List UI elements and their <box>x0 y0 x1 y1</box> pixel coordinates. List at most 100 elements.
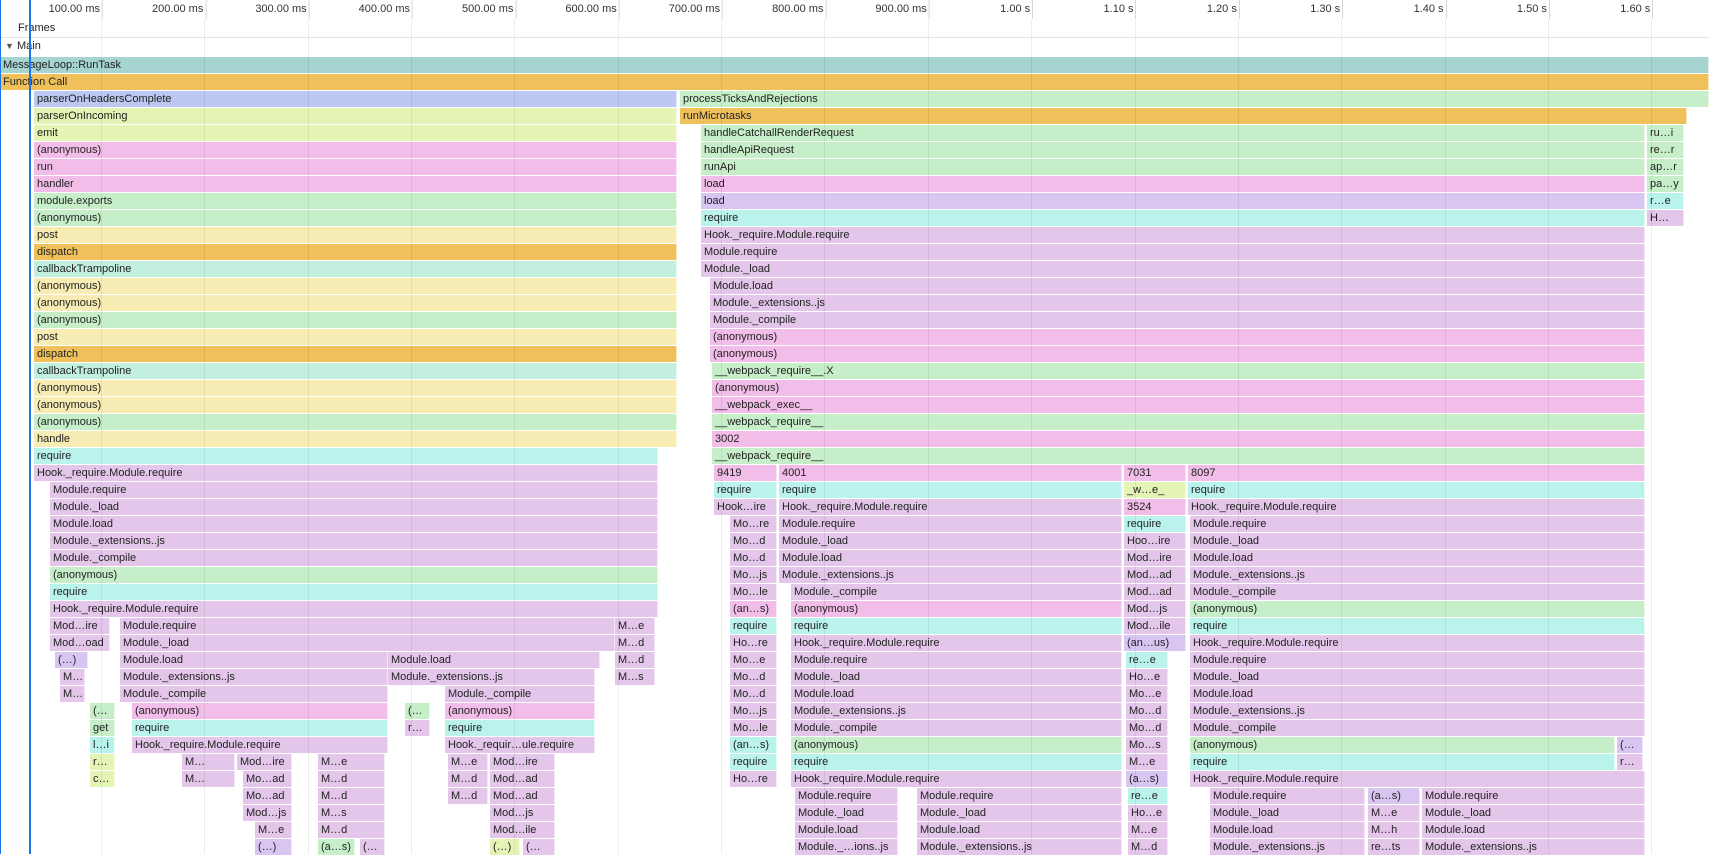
flame-bar[interactable]: Mo…ad <box>243 788 292 804</box>
flame-bar[interactable]: Mod…ad <box>1124 567 1186 583</box>
flame-bar[interactable]: require <box>132 720 388 736</box>
flame-bar[interactable]: r… <box>1617 754 1643 770</box>
flame-chart[interactable]: MessageLoop::RunTask Function Call parserO… <box>0 57 1709 855</box>
flame-bar[interactable]: Module.require <box>701 244 1645 260</box>
flame-bar[interactable]: __webpack_require__ <box>712 414 1645 430</box>
flame-bar[interactable]: Module._compile <box>50 550 658 566</box>
flame-bar[interactable]: (anonymous) <box>132 703 388 719</box>
flame-bar[interactable]: (anonymous) <box>710 329 1645 345</box>
flame-bar[interactable]: require <box>714 482 777 498</box>
flame-bar[interactable]: Module.load <box>120 652 388 668</box>
flame-bar[interactable]: require <box>791 618 1122 634</box>
flame-bar[interactable]: (anonymous) <box>445 703 595 719</box>
flame-bar[interactable]: handler <box>34 176 677 192</box>
flame-bar[interactable]: re…r <box>1647 142 1684 158</box>
flame-bar[interactable]: require <box>730 754 777 770</box>
flame-bar[interactable]: Module.require <box>1190 516 1645 532</box>
flame-bar[interactable]: (anonymous) <box>1190 737 1615 753</box>
flame-bar[interactable]: (a…s) <box>1368 788 1420 804</box>
flame-bar[interactable]: Module._load <box>701 261 1645 277</box>
flame-bar[interactable]: Mo…e <box>730 652 777 668</box>
flame-bar[interactable]: Module.require <box>1422 788 1645 804</box>
flame-bar[interactable]: Hook._require.Module.require <box>791 635 1122 651</box>
flame-bar[interactable]: Hook._require.Module.require <box>132 737 388 753</box>
flame-bar[interactable]: Module._load <box>779 533 1122 549</box>
flame-bar[interactable]: Module._load <box>795 805 898 821</box>
flame-bar[interactable]: require <box>1124 516 1186 532</box>
flame-bar[interactable]: post <box>34 329 677 345</box>
flame-bar[interactable]: M… <box>60 686 85 702</box>
flame-bar[interactable]: r… <box>405 720 430 736</box>
flame-bar[interactable]: M…s <box>318 805 385 821</box>
flame-bar[interactable]: Module._load <box>1190 669 1645 685</box>
flame-bar[interactable]: 7031 <box>1124 465 1186 481</box>
flame-bar[interactable]: Module.load <box>795 822 898 838</box>
flame-bar[interactable]: Module.require <box>120 618 615 634</box>
flame-bar[interactable]: M…h <box>1368 822 1420 838</box>
flame-bar[interactable]: Mod…js <box>243 805 292 821</box>
flame-bar[interactable]: MessageLoop::RunTask <box>0 57 1709 73</box>
flame-bar[interactable]: Hook._requir…ule.require <box>445 737 595 753</box>
flame-bar[interactable]: 9419 <box>714 465 777 481</box>
flame-bar[interactable]: (… <box>523 839 555 855</box>
flame-bar[interactable]: Hook._require.Module.require <box>1188 499 1645 515</box>
flame-bar[interactable]: Mo…re <box>730 516 777 532</box>
flame-bar[interactable]: (anonymous) <box>34 397 677 413</box>
flame-bar[interactable]: Module._compile <box>1190 584 1645 600</box>
flame-bar[interactable]: H… <box>1647 210 1684 226</box>
flame-bar[interactable]: (anonymous) <box>34 278 677 294</box>
flame-bar[interactable]: r… <box>90 754 115 770</box>
flame-bar[interactable]: M…e <box>448 754 488 770</box>
flame-bar[interactable]: Module.require <box>50 482 658 498</box>
flame-bar[interactable]: Module._load <box>120 635 615 651</box>
flame-bar[interactable]: (anonymous) <box>34 295 677 311</box>
flame-bar[interactable]: Mod…ile <box>490 822 555 838</box>
flame-bar[interactable]: M…d <box>615 652 655 668</box>
flame-bar[interactable]: M…d <box>448 788 488 804</box>
flame-bar[interactable]: dispatch <box>34 346 677 362</box>
flame-bar[interactable]: handle <box>34 431 677 447</box>
flame-bar[interactable]: Hook…ire <box>714 499 777 515</box>
flame-bar[interactable]: Function Call <box>0 74 1709 90</box>
flame-bar[interactable]: (anonymous) <box>791 601 1122 617</box>
flame-bar[interactable]: Mod…ad <box>490 771 555 787</box>
flame-bar[interactable]: Hook._require.Module.require <box>791 771 1122 787</box>
flame-bar[interactable]: Module.require <box>917 788 1122 804</box>
flame-bar[interactable]: Mo…d <box>730 686 777 702</box>
flame-bar[interactable]: M…d <box>318 822 385 838</box>
flame-bar[interactable]: (… <box>90 703 115 719</box>
flame-bar[interactable]: Hook._require.Module.require <box>779 499 1122 515</box>
flame-bar[interactable]: require <box>779 482 1122 498</box>
flame-bar[interactable]: (a…s) <box>318 839 355 855</box>
flame-bar[interactable]: Module.load <box>917 822 1122 838</box>
flame-bar[interactable]: M… <box>60 669 85 685</box>
flame-bar[interactable]: Module.require <box>1210 788 1365 804</box>
flame-bar[interactable]: M…d <box>318 771 385 787</box>
flame-bar[interactable]: Module.require <box>1190 652 1645 668</box>
flame-bar[interactable]: Hoo…ire <box>1124 533 1186 549</box>
flame-bar[interactable]: require <box>34 448 658 464</box>
flame-bar[interactable]: Module._extensions..js <box>1190 703 1645 719</box>
flame-bar[interactable]: M…d <box>1128 839 1168 855</box>
flame-bar[interactable]: re…e <box>1126 652 1168 668</box>
flame-bar[interactable]: Hook._require.Module.require <box>1190 771 1645 787</box>
flame-bar[interactable]: l…i <box>90 737 115 753</box>
flame-bar[interactable]: __webpack_exec__ <box>712 397 1645 413</box>
flame-bar[interactable]: (an…us) <box>1124 635 1186 651</box>
flame-bar[interactable]: __webpack_require__ <box>712 448 1645 464</box>
flame-bar[interactable]: Mo…le <box>730 720 777 736</box>
flame-bar[interactable]: Module._…ions..js <box>795 839 898 855</box>
flame-bar[interactable]: Module._load <box>917 805 1122 821</box>
flame-bar[interactable]: Hook._require.Module.require <box>50 601 658 617</box>
flame-bar[interactable]: ru…i <box>1647 125 1684 141</box>
flame-bar[interactable]: c… <box>90 771 115 787</box>
flame-bar[interactable]: Module._compile <box>791 720 1122 736</box>
flame-bar[interactable]: Ho…re <box>730 635 777 651</box>
flame-bar[interactable]: Mo…d <box>1126 720 1168 736</box>
time-ruler[interactable]: 100.00 ms 200.00 ms 300.00 ms 400.00 ms 500.… <box>0 0 1709 21</box>
collapse-triangle-icon[interactable]: ▼ <box>5 41 14 51</box>
time-cursor-marker[interactable] <box>29 0 31 854</box>
flame-bar[interactable]: (a…s) <box>1126 771 1168 787</box>
flame-bar[interactable]: Mod…ire <box>237 754 292 770</box>
flame-bar[interactable]: callbackTrampoline <box>34 261 677 277</box>
